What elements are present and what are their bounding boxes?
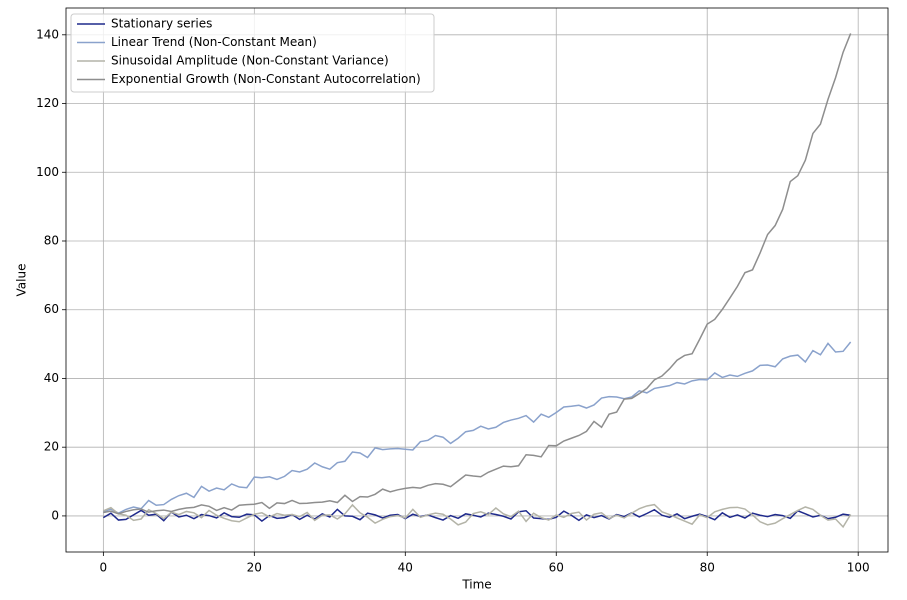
- y-tick-label: 140: [36, 27, 59, 41]
- x-tick-label: 100: [847, 561, 870, 575]
- legend-label: Linear Trend (Non-Constant Mean): [111, 35, 317, 49]
- y-tick-label: 20: [44, 440, 59, 454]
- plot-frame: [65, 7, 889, 553]
- x-axis-label: Time: [461, 578, 491, 592]
- legend-box: [70, 13, 435, 93]
- y-tick-label: 60: [44, 302, 59, 316]
- series-line: [103, 503, 852, 529]
- x-tick-label: 80: [700, 561, 715, 575]
- y-tick-label: 80: [44, 233, 59, 247]
- series-line: [103, 33, 852, 515]
- y-tick-label: 40: [44, 371, 59, 385]
- legend-label: Stationary series: [111, 17, 212, 31]
- y-tick-label: 100: [36, 165, 59, 179]
- series-line: [102, 508, 851, 523]
- x-tick-label: 0: [100, 561, 108, 575]
- legend-label: Exponential Growth (Non-Constant Autocor…: [111, 72, 421, 86]
- x-tick-label: 20: [247, 561, 262, 575]
- x-tick-label: 40: [398, 561, 413, 575]
- y-tick-label: 120: [36, 96, 59, 110]
- series-line: [103, 341, 852, 515]
- y-axis-label: Value: [15, 264, 29, 297]
- x-tick-label: 60: [549, 561, 564, 575]
- y-tick-label: 0: [51, 508, 59, 522]
- legend-label: Sinusoidal Amplitude (Non-Constant Varia…: [111, 54, 389, 68]
